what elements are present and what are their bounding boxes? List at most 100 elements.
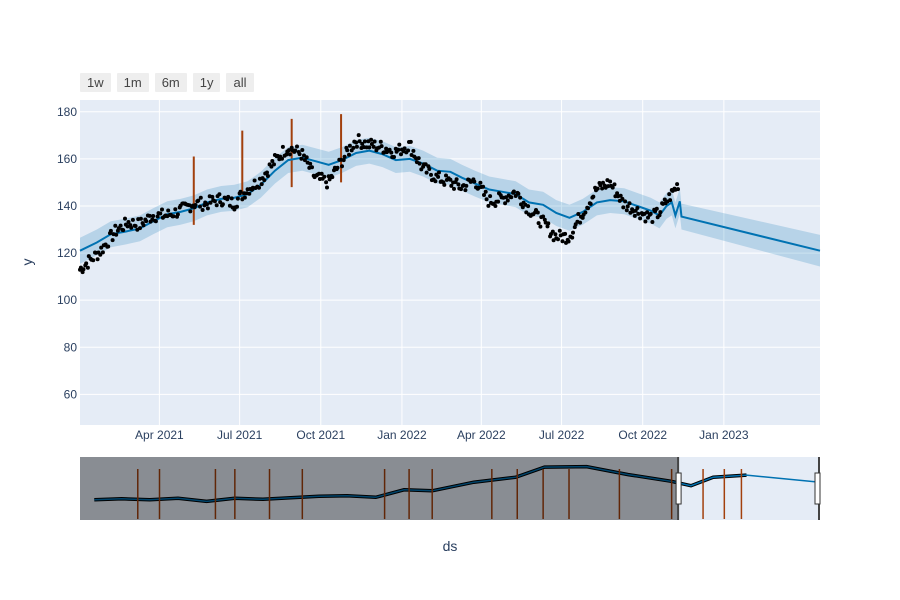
range-button-1m[interactable]: 1m xyxy=(116,73,149,92)
observed-point xyxy=(416,156,421,161)
observed-point xyxy=(287,152,292,157)
observed-point xyxy=(538,224,543,229)
observed-point xyxy=(615,191,620,196)
observed-point xyxy=(378,139,383,144)
range-button-1y[interactable]: 1y xyxy=(192,73,221,92)
observed-point xyxy=(214,203,219,208)
range-button-1w[interactable]: 1w xyxy=(80,73,111,92)
observed-point xyxy=(372,139,377,144)
observed-point xyxy=(265,170,269,175)
observed-point xyxy=(362,139,367,144)
observed-point xyxy=(91,258,96,263)
range-slider-handle-left[interactable] xyxy=(675,472,682,505)
observed-points xyxy=(78,133,680,275)
observed-point xyxy=(588,201,593,206)
x-axis-title: ds xyxy=(443,538,458,554)
range-slider-mask xyxy=(80,457,679,520)
observed-point xyxy=(570,235,575,240)
observed-point xyxy=(608,179,613,184)
observed-point xyxy=(550,229,555,234)
observed-point xyxy=(486,203,491,208)
observed-point xyxy=(319,171,324,176)
observed-point xyxy=(247,191,252,196)
range-button-6m[interactable]: 6m xyxy=(154,73,187,92)
observed-point xyxy=(598,183,603,188)
x-tick-label: Jan 2022 xyxy=(377,428,427,442)
observed-point xyxy=(217,192,222,197)
observed-point xyxy=(667,192,672,197)
observed-point xyxy=(545,224,550,229)
observed-point xyxy=(297,152,302,157)
observed-point xyxy=(484,197,489,202)
changepoint-lines xyxy=(192,114,343,225)
observed-point xyxy=(658,210,663,215)
observed-point xyxy=(427,167,432,171)
observed-point xyxy=(638,216,643,221)
observed-point xyxy=(557,228,562,233)
observed-point xyxy=(304,155,309,160)
observed-point xyxy=(126,220,131,224)
observed-point xyxy=(654,206,659,211)
observed-point xyxy=(417,161,422,166)
observed-point xyxy=(541,214,546,219)
observed-point xyxy=(308,161,313,166)
x-tick-label: Apr 2022 xyxy=(457,428,506,442)
observed-point xyxy=(280,144,285,149)
observed-point xyxy=(284,152,289,157)
x-tick-label: Jul 2022 xyxy=(539,428,585,442)
observed-point xyxy=(212,199,217,204)
observed-point xyxy=(272,162,276,167)
observed-point xyxy=(396,147,401,152)
observed-point xyxy=(635,206,640,210)
observed-point xyxy=(330,175,335,180)
observed-point xyxy=(513,194,518,198)
observed-point xyxy=(155,214,160,219)
observed-point xyxy=(454,177,459,182)
range-slider[interactable] xyxy=(80,457,821,520)
observed-point xyxy=(345,148,350,153)
observed-point xyxy=(433,179,438,184)
observed-point xyxy=(442,182,447,187)
observed-point xyxy=(526,204,531,209)
observed-point xyxy=(133,224,138,228)
observed-point xyxy=(369,137,374,142)
observed-point xyxy=(595,186,600,191)
observed-point xyxy=(493,204,498,208)
observed-point xyxy=(226,194,231,199)
observed-point xyxy=(302,158,307,163)
plot-area-background xyxy=(80,100,820,425)
observed-point xyxy=(483,189,488,194)
observed-point xyxy=(367,145,372,150)
observed-point xyxy=(158,211,163,216)
observed-point xyxy=(624,208,629,213)
observed-point xyxy=(205,202,209,207)
observed-point xyxy=(340,164,344,169)
observed-point xyxy=(360,141,365,146)
observed-point xyxy=(583,210,588,215)
observed-point xyxy=(173,207,178,212)
range-button-all[interactable]: all xyxy=(226,73,254,92)
observed-point xyxy=(354,144,359,149)
observed-point xyxy=(625,204,630,209)
observed-point xyxy=(151,214,156,218)
observed-point xyxy=(408,139,413,144)
observed-point xyxy=(560,239,565,244)
uncertainty-band-area xyxy=(80,137,820,267)
observed-point xyxy=(369,142,374,146)
observed-point xyxy=(160,207,164,212)
range-slider-handle-right[interactable] xyxy=(814,472,821,505)
y-axis-title: y xyxy=(19,259,35,266)
observed-point xyxy=(452,186,456,191)
observed-point xyxy=(536,221,541,226)
observed-point xyxy=(518,195,523,200)
x-tick-label: Oct 2022 xyxy=(618,428,667,442)
observed-point xyxy=(81,267,86,272)
observed-point xyxy=(675,182,680,187)
observed-point xyxy=(618,193,623,198)
y-tick-label: 60 xyxy=(64,387,78,401)
observed-point xyxy=(100,250,105,255)
observed-point xyxy=(389,150,394,155)
y-tick-label: 180 xyxy=(57,105,77,119)
observed-point xyxy=(205,206,210,211)
